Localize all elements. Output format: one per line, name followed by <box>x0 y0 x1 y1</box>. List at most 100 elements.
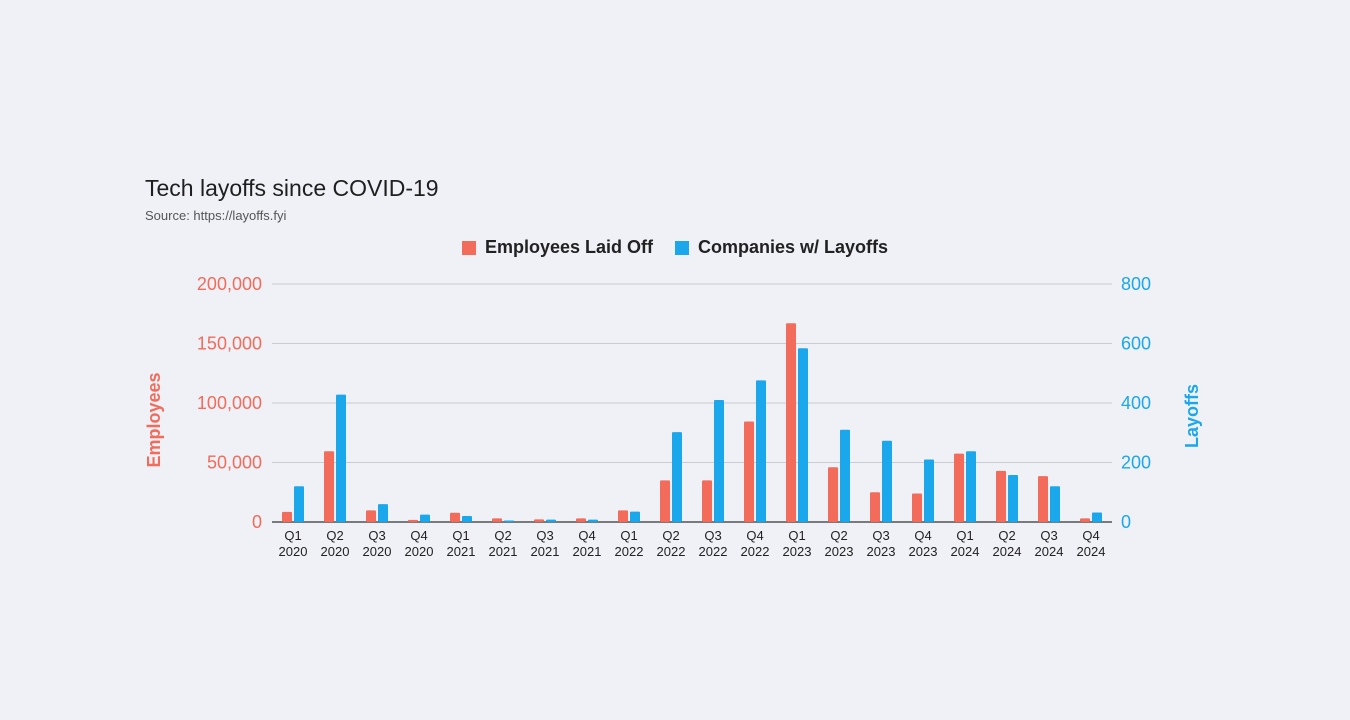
bar-employees <box>996 470 1006 522</box>
bar-companies <box>798 348 808 522</box>
bar-companies <box>756 380 766 522</box>
bar-companies <box>630 511 640 522</box>
x-tick-label-quarter: Q1 <box>956 528 973 543</box>
bar-employees <box>828 467 838 522</box>
x-tick-label-year: 2020 <box>405 544 434 559</box>
x-tick-label-quarter: Q3 <box>704 528 721 543</box>
bar-employees <box>870 492 880 522</box>
bar-companies <box>882 440 892 522</box>
bar-companies <box>504 520 514 522</box>
bar-companies <box>924 459 934 522</box>
x-tick-label-year: 2022 <box>657 544 686 559</box>
bar-companies <box>462 516 472 522</box>
bar-employees <box>744 421 754 522</box>
bar-employees <box>366 510 376 522</box>
x-tick-label-year: 2020 <box>321 544 350 559</box>
bar-companies <box>966 451 976 522</box>
y-right-tick-label: 400 <box>1121 393 1151 413</box>
x-tick-label-quarter: Q1 <box>788 528 805 543</box>
x-tick-label-year: 2023 <box>825 544 854 559</box>
x-tick-label-quarter: Q4 <box>410 528 427 543</box>
bar-companies <box>378 504 388 522</box>
x-tick-label-year: 2023 <box>783 544 812 559</box>
bar-companies <box>546 519 556 522</box>
x-tick-label-quarter: Q2 <box>662 528 679 543</box>
bar-employees <box>1038 476 1048 522</box>
x-tick-label-year: 2024 <box>951 544 980 559</box>
y-right-tick-label: 800 <box>1121 274 1151 294</box>
x-tick-label-year: 2021 <box>531 544 560 559</box>
bar-companies <box>672 432 682 522</box>
y-left-tick-label: 200,000 <box>197 274 262 294</box>
legend-item-companies[interactable]: Companies w/ Layoffs <box>675 237 888 258</box>
y-left-tick-label: 150,000 <box>197 334 262 354</box>
bar-employees <box>282 511 292 522</box>
bar-employees <box>786 323 796 522</box>
bar-companies <box>840 429 850 522</box>
x-tick-label-quarter: Q4 <box>1082 528 1099 543</box>
x-tick-label-year: 2020 <box>363 544 392 559</box>
bar-employees <box>702 480 712 522</box>
y-left-tick-label: 50,000 <box>207 453 262 473</box>
y-left-tick-label: 0 <box>252 512 262 532</box>
x-tick-label-year: 2023 <box>867 544 896 559</box>
bar-employees <box>576 518 586 522</box>
x-tick-label-quarter: Q2 <box>494 528 511 543</box>
x-tick-label-year: 2022 <box>741 544 770 559</box>
bar-employees <box>534 519 544 522</box>
bar-employees <box>408 519 418 522</box>
x-tick-label-year: 2024 <box>1035 544 1064 559</box>
x-tick-label-quarter: Q3 <box>368 528 385 543</box>
x-tick-label-year: 2023 <box>909 544 938 559</box>
x-tick-label-year: 2022 <box>699 544 728 559</box>
y-left-tick-label: 100,000 <box>197 393 262 413</box>
y-right-tick-label: 600 <box>1121 334 1151 354</box>
chart-title: Tech layoffs since COVID-19 <box>145 175 439 201</box>
bar-employees <box>618 510 628 522</box>
bar-companies <box>1050 486 1060 522</box>
x-tick-label-year: 2021 <box>573 544 602 559</box>
legend-swatch-employees <box>461 240 476 255</box>
legend-item-employees[interactable]: Employees Laid Off <box>461 237 653 258</box>
x-tick-label-quarter: Q1 <box>620 528 637 543</box>
x-tick-label-quarter: Q1 <box>452 528 469 543</box>
x-tick-label-quarter: Q3 <box>872 528 889 543</box>
x-tick-label-quarter: Q4 <box>746 528 763 543</box>
bar-employees <box>660 480 670 522</box>
x-tick-label-quarter: Q4 <box>914 528 931 543</box>
x-tick-label-year: 2021 <box>447 544 476 559</box>
bar-companies <box>420 514 430 522</box>
x-tick-label-quarter: Q4 <box>578 528 595 543</box>
x-tick-label-quarter: Q3 <box>1040 528 1057 543</box>
bar-employees <box>492 518 502 522</box>
x-tick-label-quarter: Q2 <box>326 528 343 543</box>
x-tick-label-year: 2020 <box>279 544 308 559</box>
x-tick-label-quarter: Q3 <box>536 528 553 543</box>
chart-subtitle: Source: https://layoffs.fyi <box>145 208 287 223</box>
x-tick-label-year: 2024 <box>1077 544 1106 559</box>
bar-companies <box>294 486 304 522</box>
y-right-tick-label: 200 <box>1121 453 1151 473</box>
legend-label-employees: Employees Laid Off <box>484 237 653 257</box>
x-tick-label-year: 2021 <box>489 544 518 559</box>
bar-companies <box>1008 474 1018 522</box>
y-right-axis-title: Layoffs <box>1182 384 1202 448</box>
bar-employees <box>1080 518 1090 522</box>
x-tick-label-year: 2022 <box>615 544 644 559</box>
bar-employees <box>450 512 460 522</box>
bar-companies <box>1092 512 1102 522</box>
legend-swatch-companies <box>675 240 689 255</box>
legend: Employees Laid Off Companies w/ Layoffs <box>0 237 1350 258</box>
x-tick-label-year: 2024 <box>993 544 1022 559</box>
bar-employees <box>954 453 964 522</box>
bar-employees <box>912 493 922 522</box>
y-left-axis-title: Employees <box>144 372 164 467</box>
bar-companies <box>588 519 598 522</box>
x-tick-label-quarter: Q2 <box>998 528 1015 543</box>
legend-label-companies: Companies w/ Layoffs <box>698 237 889 257</box>
bar-companies <box>714 400 724 522</box>
y-right-tick-label: 0 <box>1121 512 1131 532</box>
bar-companies <box>336 394 346 522</box>
bar-employees <box>324 451 334 522</box>
